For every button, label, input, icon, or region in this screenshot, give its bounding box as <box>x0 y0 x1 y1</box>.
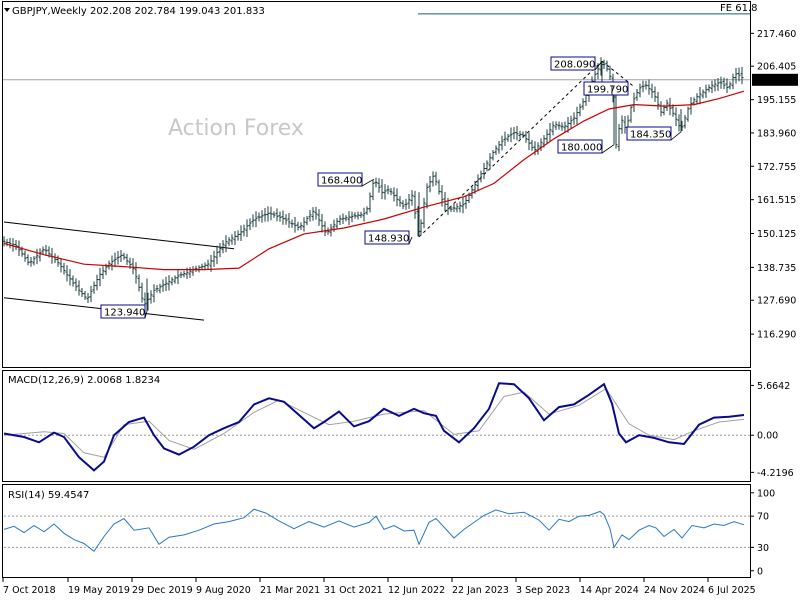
macd-axis-label: 0.00 <box>757 431 778 442</box>
annotation-leader <box>408 236 413 245</box>
time-axis-label: 9 Aug 2020 <box>196 585 251 596</box>
rsi-line <box>3 508 745 553</box>
macd-panel-frame <box>2 370 751 482</box>
time-axis-label: 21 Mar 2021 <box>260 585 320 596</box>
current-price-tag <box>752 73 798 86</box>
price-axis-label: 116.290 <box>757 330 796 341</box>
price-axis-label: 161.515 <box>757 195 796 206</box>
rsi-axis-label: 30 <box>757 543 769 554</box>
time-axis-label: 22 Jan 2023 <box>452 585 509 596</box>
time-axis-label: 12 Jun 2022 <box>388 585 445 596</box>
price-axis-label: 206.405 <box>757 62 796 73</box>
annotation-label: 148.930 <box>368 234 409 245</box>
annotation-box <box>364 230 410 245</box>
fe-label: FE 61.8 <box>720 3 758 14</box>
macd-axis-label: 5.6642 <box>757 381 790 392</box>
annotation-label: 168.400 <box>321 176 362 187</box>
annotation-label: 208.090 <box>554 60 595 71</box>
annotation-box <box>550 56 596 71</box>
price-axis-label: 127.690 <box>757 296 796 307</box>
watermark: Action Forex <box>168 116 304 141</box>
projection-dashed-line <box>418 60 603 238</box>
time-axis-label: 7 Oct 2018 <box>3 585 56 596</box>
annotation-leader <box>361 178 375 187</box>
annotation-leader <box>144 311 148 319</box>
annotation-label: 123.940 <box>104 308 145 319</box>
annotation-label: 180.000 <box>561 143 602 154</box>
macd-title: MACD(12,26,9) 2.0068 1.8234 <box>8 375 160 386</box>
rsi-axis-label: 100 <box>757 488 775 499</box>
macd-line <box>3 382 745 472</box>
time-axis-label: 14 Apr 2024 <box>580 585 639 596</box>
annotation-box <box>317 172 363 187</box>
time-axis-label: 29 Dec 2019 <box>132 585 193 596</box>
time-axis-label: 19 May 2019 <box>68 585 130 596</box>
rsi-title: RSI(14) 59.4547 <box>8 490 89 501</box>
annotation-leader <box>670 131 682 141</box>
rsi-panel-frame <box>2 484 751 578</box>
annotation-box <box>100 304 146 319</box>
price-axis-label: 138.735 <box>757 263 796 274</box>
time-axis-label: 24 Nov 2024 <box>644 585 705 596</box>
rsi-layer <box>3 508 750 553</box>
current-price-label: 201.833 <box>756 75 795 86</box>
dropdown-triangle-icon[interactable] <box>4 8 10 12</box>
macd-layer <box>3 382 750 472</box>
price-axis-label: 150.125 <box>757 229 796 240</box>
price-layer: FE 61.8 168.400 148.930 123.940 208.090 199.7… <box>2 3 758 321</box>
ema-line <box>3 90 745 271</box>
rsi-axis-label: 70 <box>757 512 769 523</box>
time-axis-label: 6 Jul 2025 <box>708 585 756 596</box>
annotation-label: 199.790 <box>587 85 628 96</box>
channel-upper-line <box>3 221 235 250</box>
annotation-box <box>583 81 629 96</box>
annotation-box <box>626 126 672 141</box>
annotation-box <box>557 139 603 154</box>
price-axis-label: 195.155 <box>757 95 796 106</box>
symbol-header: GBPJPY,Weekly 202.208 202.784 199.043 20… <box>12 6 265 17</box>
annotation-label: 184.350 <box>630 130 671 141</box>
annotation-leader <box>594 60 603 71</box>
time-axis-label: 3 Sep 2023 <box>516 585 570 596</box>
price-axis-label: 217.460 <box>757 29 796 40</box>
axis-layer: 217.460 206.405 195.155 183.960 172.755 161.5… <box>2 29 798 596</box>
annotation-leader <box>601 144 615 154</box>
rsi-axis-label: 0 <box>757 566 763 577</box>
price-axis-label: 183.960 <box>757 128 796 139</box>
price-axis-label: 172.755 <box>757 162 796 173</box>
macd-axis-label: -4.2196 <box>757 468 794 479</box>
time-axis-label: 31 Oct 2021 <box>324 585 383 596</box>
